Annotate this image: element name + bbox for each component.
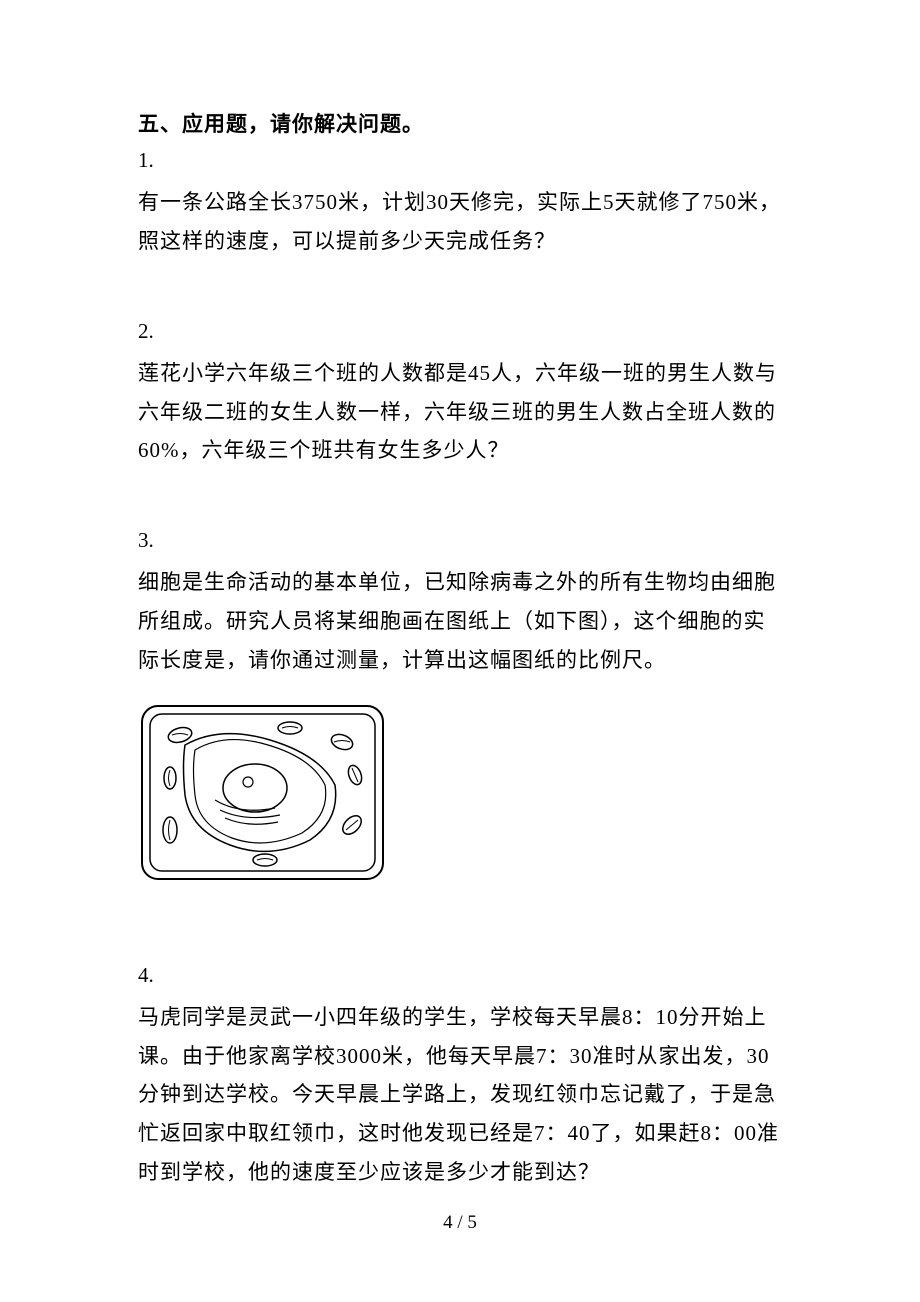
question-1: 1. 有一条公路全长3750米，计划30天修完，实际上5天就修了750米，照这样…	[138, 148, 782, 261]
question-text: 马虎同学是灵武一小四年级的学生，学校每天早晨8：10分开始上课。由于他家离学校3…	[138, 998, 782, 1192]
question-text: 有一条公路全长3750米，计划30天修完，实际上5天就修了750米，照这样的速度…	[138, 183, 782, 261]
question-number: 1.	[138, 148, 782, 173]
question-number: 3.	[138, 528, 782, 553]
page-number: 4 / 5	[0, 1212, 920, 1234]
section-title: 五、应用题，请你解决问题。	[138, 108, 782, 138]
question-2: 2. 莲花小学六年级三个班的人数都是45人，六年级一班的男生人数与六年级二班的女…	[138, 319, 782, 471]
cell-diagram	[140, 700, 782, 888]
question-number: 4.	[138, 963, 782, 988]
question-number: 2.	[138, 319, 782, 344]
question-3: 3. 细胞是生命活动的基本单位，已知除病毒之外的所有生物均由细胞所组成。研究人员…	[138, 528, 782, 888]
question-4: 4. 马虎同学是灵武一小四年级的学生，学校每天早晨8：10分开始上课。由于他家离…	[138, 963, 782, 1192]
cell-svg	[140, 700, 385, 883]
question-text: 细胞是生命活动的基本单位，已知除病毒之外的所有生物均由细胞所组成。研究人员将某细…	[138, 563, 782, 680]
question-text: 莲花小学六年级三个班的人数都是45人，六年级一班的男生人数与六年级二班的女生人数…	[138, 354, 782, 471]
document-page: 五、应用题，请你解决问题。 1. 有一条公路全长3750米，计划30天修完，实际…	[0, 0, 920, 1192]
